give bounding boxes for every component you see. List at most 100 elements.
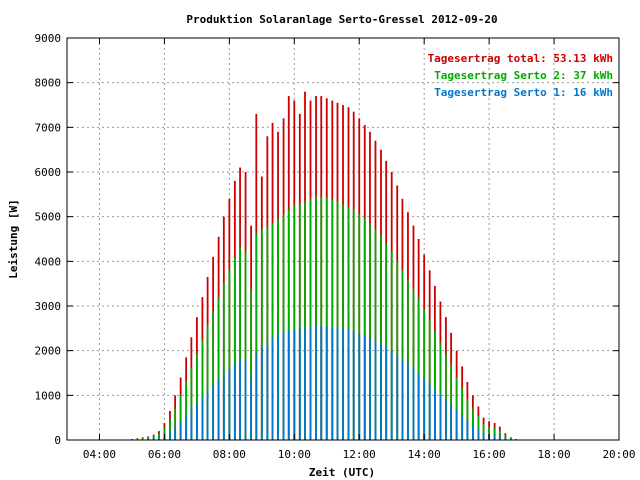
bar-serto-2 <box>157 433 160 440</box>
bar-serto-1 <box>450 404 453 440</box>
y-tick-label: 6000 <box>35 166 62 179</box>
bar-serto-2 <box>369 223 371 440</box>
legend-entry: Tagesertrag Serto 2: 37 kWh <box>434 69 613 82</box>
bar-serto-2 <box>206 325 209 440</box>
bar-serto-2 <box>233 257 236 440</box>
bar-serto-1 <box>439 393 442 440</box>
bars <box>131 91 517 441</box>
bar-serto-1 <box>287 330 290 440</box>
bar-serto-2 <box>439 342 442 440</box>
bar-serto-1 <box>390 350 393 440</box>
bar-serto-2 <box>190 367 193 440</box>
bar-serto-1 <box>445 398 447 440</box>
bar-serto-1 <box>358 332 361 440</box>
bar-serto-1 <box>304 327 306 440</box>
bar-serto-1 <box>201 397 204 440</box>
bar-serto-1 <box>363 335 366 440</box>
y-tick-label: 0 <box>54 434 61 447</box>
bar-serto-1 <box>152 438 155 440</box>
x-tick-label: 14:00 <box>408 448 441 461</box>
bar-serto-1 <box>401 359 404 440</box>
bar-serto-1 <box>206 391 209 440</box>
tick-labels: 0 1000 2000 3000 4000 5000 6000 7000 8000 9000 04:… <box>35 32 636 461</box>
bar-serto-2 <box>477 416 480 440</box>
bar-serto-2 <box>174 408 177 440</box>
bar-serto-2 <box>331 199 334 440</box>
bar-serto-1 <box>385 346 388 440</box>
bar-serto-2 <box>217 297 220 440</box>
plot-frame <box>66 37 620 441</box>
bar-serto-2 <box>455 377 458 440</box>
bar-serto-1 <box>309 326 312 440</box>
bar-serto-2 <box>228 270 231 440</box>
x-tick-label: 18:00 <box>537 448 570 461</box>
x-tick-label: 16:00 <box>473 448 506 461</box>
bar-serto-1 <box>244 360 247 440</box>
x-tick-label: 08:00 <box>213 448 246 461</box>
bar-serto-2 <box>417 298 420 440</box>
bar-serto-2 <box>309 198 312 440</box>
bar-serto-1 <box>433 388 436 440</box>
bar-serto-1 <box>493 434 496 440</box>
bar-serto-2 <box>195 353 198 440</box>
bar-serto-2 <box>352 209 355 440</box>
bar-serto-2 <box>212 310 215 440</box>
bar-serto-2 <box>407 279 409 440</box>
bar-serto-1 <box>369 337 371 440</box>
bar-serto-2 <box>363 218 366 440</box>
bar-serto-2 <box>304 201 306 440</box>
bar-serto-1 <box>498 435 501 440</box>
bar-serto-2 <box>222 282 225 440</box>
bar-serto-1 <box>298 328 301 440</box>
bar-serto-2 <box>401 270 404 440</box>
bar-serto-1 <box>347 329 350 440</box>
y-tick-label: 9000 <box>35 32 62 45</box>
bar-serto-1 <box>271 337 274 440</box>
bar-serto-2 <box>152 436 155 440</box>
bar-serto-2 <box>498 430 501 440</box>
bar-serto-1 <box>250 376 253 440</box>
bar-serto-2 <box>450 364 453 440</box>
bar-serto-1 <box>325 326 328 440</box>
bar-serto-2 <box>201 339 204 440</box>
bar-serto-1 <box>147 438 150 440</box>
bar-serto-2 <box>136 438 139 440</box>
bar-serto-2 <box>141 438 144 440</box>
x-tick-label: 04:00 <box>83 448 116 461</box>
y-tick-label: 8000 <box>35 77 62 90</box>
legend-entry: Tagesertrag total: 53.13 kWh <box>428 52 613 65</box>
bar-serto-2 <box>380 235 382 440</box>
bar-serto-1 <box>157 437 160 440</box>
bar-serto-1 <box>461 415 464 440</box>
bar-serto-2 <box>504 435 507 440</box>
bar-serto-1 <box>277 333 279 440</box>
bar-serto-2 <box>325 197 328 440</box>
bar-serto-2 <box>482 424 485 440</box>
bar-serto-2 <box>293 205 296 440</box>
bar-serto-1 <box>466 420 469 440</box>
bar-serto-2 <box>315 196 317 440</box>
bar-serto-1 <box>380 343 382 440</box>
bar-serto-2 <box>471 408 474 440</box>
bar-serto-2 <box>412 289 415 440</box>
bar-serto-2 <box>266 226 269 440</box>
x-axis-label: Zeit (UTC) <box>309 466 375 479</box>
bar-serto-2 <box>374 229 377 440</box>
bar-serto-2 <box>385 243 388 440</box>
bar-serto-2 <box>493 427 496 440</box>
bar-serto-2 <box>347 206 350 440</box>
bar-serto-2 <box>488 426 491 440</box>
bar-serto-2 <box>271 223 274 440</box>
bar-serto-2 <box>509 438 512 440</box>
bar-serto-1 <box>396 355 399 440</box>
bar-serto-2 <box>244 251 247 440</box>
bar-serto-1 <box>504 437 507 440</box>
bar-serto-1 <box>222 373 225 440</box>
x-tick-label: 20:00 <box>602 448 635 461</box>
x-tick-label: 10:00 <box>278 448 311 461</box>
bar-serto-1 <box>239 359 241 440</box>
bar-serto-1 <box>471 425 474 440</box>
x-tick-label: 12:00 <box>343 448 376 461</box>
y-axis-label: Leistung [W] <box>7 199 20 278</box>
